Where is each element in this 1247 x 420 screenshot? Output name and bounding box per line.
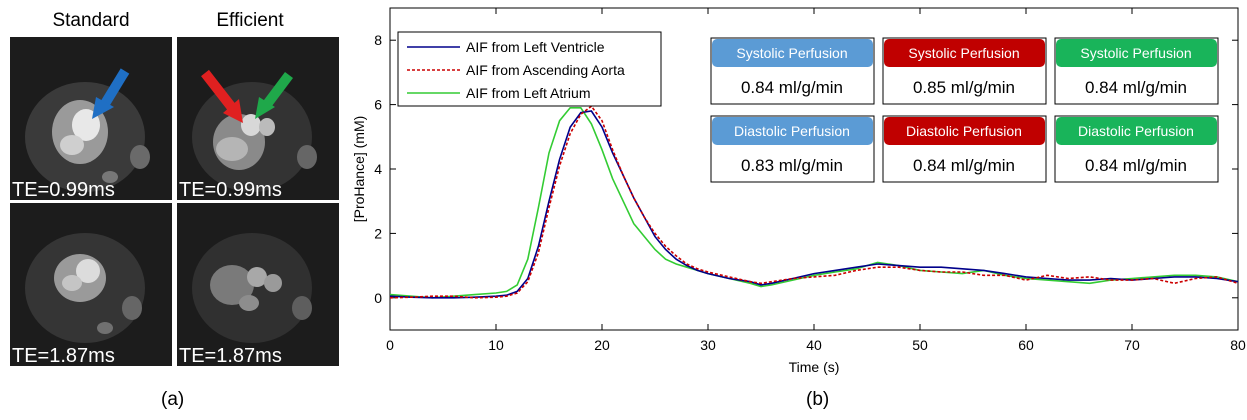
te-label: TE=1.87ms	[12, 345, 115, 366]
series-line-aif-from-left-ventricle	[389, 110, 1239, 299]
perfusion-box-value: 0.84 ml/g/min	[741, 78, 843, 97]
te-label: TE=1.87ms	[179, 345, 282, 366]
panel-label-a: (a)	[161, 389, 185, 410]
legend-label: AIF from Ascending Aorta	[466, 62, 625, 78]
mri-image-standard-te099: TE=0.99ms	[10, 37, 172, 200]
perfusion-box-header	[884, 39, 1045, 67]
mri-heart-graphic	[25, 68, 150, 192]
te-label: TE=0.99ms	[12, 179, 115, 200]
perfusion-box-header	[712, 39, 873, 67]
perfusion-box-title: Diastolic Perfusion	[734, 123, 850, 139]
perfusion-box-header	[712, 117, 873, 145]
green-arrow-head	[255, 97, 275, 119]
mri-panel: Standard Efficient TE=0.99ms TE=0	[0, 0, 350, 420]
x-tick-label: 30	[700, 337, 716, 353]
blue-arrow-head	[92, 97, 114, 119]
column-title-standard: Standard	[52, 10, 130, 31]
perfusion-box-title: Diastolic Perfusion	[906, 123, 1022, 139]
x-tick-label: 10	[488, 337, 504, 353]
perfusion-box-header	[1056, 117, 1217, 145]
perfusion-box-header	[884, 117, 1045, 145]
column-title-efficient: Efficient	[216, 10, 284, 31]
perfusion-box-title: Systolic Perfusion	[908, 45, 1019, 61]
green-arrow-shaft	[261, 72, 293, 110]
y-tick-label: 0	[374, 290, 382, 306]
x-tick-label: 50	[912, 337, 928, 353]
red-arrow-head	[223, 99, 243, 123]
x-tick-label: 20	[594, 337, 610, 353]
perfusion-box-value: 0.84 ml/g/min	[1085, 156, 1187, 175]
y-tick-label: 6	[374, 97, 382, 113]
mri-image-standard-te187: TE=1.87ms	[10, 203, 172, 366]
te-label: TE=0.99ms	[179, 179, 282, 200]
mri-heart-graphic	[192, 69, 317, 192]
x-tick-label: 40	[806, 337, 822, 353]
x-tick-label: 80	[1230, 337, 1246, 353]
perfusion-box-value: 0.84 ml/g/min	[913, 156, 1015, 175]
y-tick-label: 4	[374, 161, 382, 177]
blue-arrow-shaft	[98, 68, 130, 110]
red-arrow-shaft	[201, 69, 237, 113]
mri-image-efficient-te187: TE=1.87ms	[177, 203, 339, 366]
x-axis-label: Time (s)	[789, 359, 840, 375]
legend-label: AIF from Left Atrium	[466, 85, 590, 101]
perfusion-box-value: 0.85 ml/g/min	[913, 78, 1015, 97]
panel-label-b: (b)	[806, 389, 830, 410]
legend-label: AIF from Left Ventricle	[466, 39, 605, 55]
x-tick-label: 70	[1124, 337, 1140, 353]
y-axis-label: [ProHance] (mM)	[351, 116, 367, 223]
perfusion-box-value: 0.83 ml/g/min	[741, 156, 843, 175]
y-tick-label: 2	[374, 225, 382, 241]
perfusion-box-title: Diastolic Perfusion	[1078, 123, 1194, 139]
x-tick-label: 60	[1018, 337, 1034, 353]
perfusion-box-header	[1056, 39, 1217, 67]
mri-heart-graphic	[25, 233, 145, 343]
mri-heart-graphic	[192, 233, 312, 343]
perfusion-box-title: Systolic Perfusion	[1080, 45, 1191, 61]
y-tick-label: 8	[374, 32, 382, 48]
mri-image-efficient-te099: TE=0.99ms	[177, 37, 339, 200]
series-line-aif-from-ascending-aorta	[389, 105, 1239, 299]
perfusion-box-value: 0.84 ml/g/min	[1085, 78, 1187, 97]
x-tick-label: 0	[386, 337, 394, 353]
perfusion-box-title: Systolic Perfusion	[736, 45, 847, 61]
